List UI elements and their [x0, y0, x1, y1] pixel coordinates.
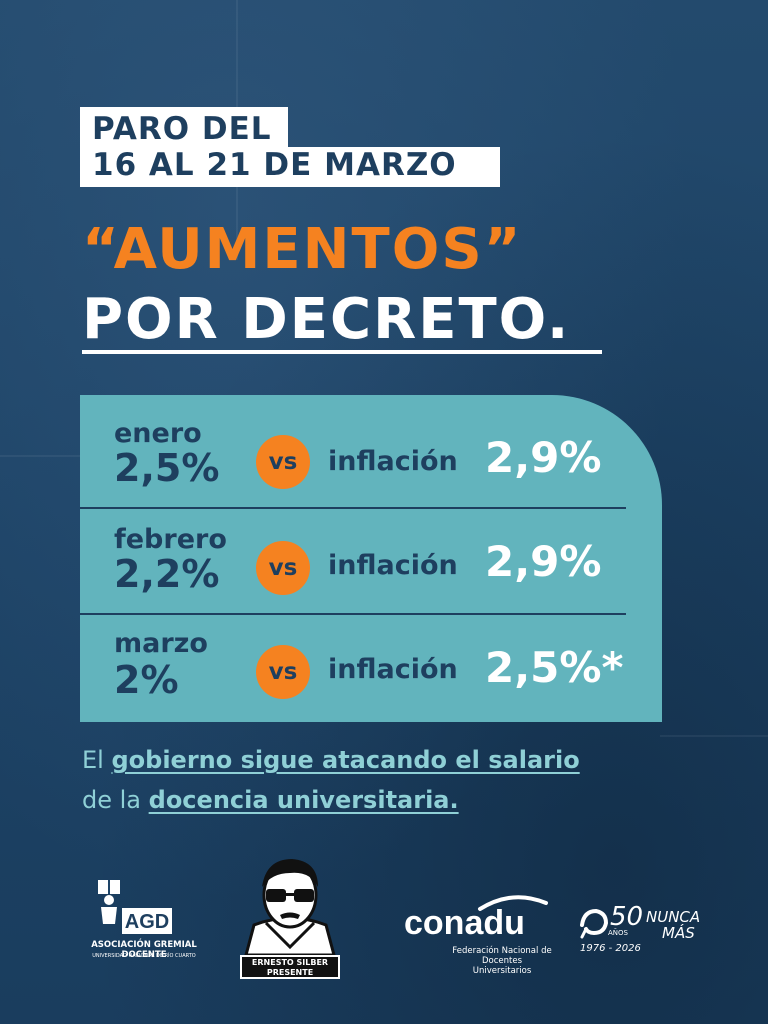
conadu-arc-icon	[478, 895, 548, 911]
nunca-mas-number: 50	[610, 902, 644, 932]
agd-figure-icon: AGD	[98, 880, 172, 934]
footer-line-2: de la docencia universitaria.	[82, 784, 459, 816]
comparison-row-enero: enero 2,5% vs inflación 2,9%	[80, 395, 626, 502]
conadu-sub-1: Federación Nacional de	[452, 946, 552, 956]
agd-name: ASOCIACIÓN GREMIAL DOCENTE	[91, 940, 197, 960]
comparison-row-marzo: marzo 2% vs inflación 2,5%*	[80, 615, 626, 722]
inflation-label: inflación	[328, 550, 458, 581]
month-label: marzo	[114, 628, 208, 659]
headline-aumentos: “AUMENTOS”	[82, 217, 523, 282]
conadu-logo: conadu Federación Nacional de Docentes U…	[404, 893, 554, 976]
comparison-row-febrero: febrero 2,2% vs inflación 2,9%	[80, 509, 626, 616]
texture-crease	[660, 735, 768, 737]
headline-underline	[82, 350, 602, 354]
footer-line-1: El gobierno sigue atacando el salario	[82, 744, 580, 776]
inflation-label: inflación	[328, 654, 458, 685]
footer-emphasis: docencia universitaria.	[148, 786, 459, 814]
month-label: febrero	[114, 524, 227, 555]
ernesto-silber-logo: ERNESTO SILBER PRESENTE	[236, 855, 344, 979]
texture-crease	[0, 455, 80, 457]
inflation-value: 2,9%	[485, 433, 602, 482]
footer-emphasis: gobierno sigue atacando el salario	[111, 746, 580, 774]
nunca-mas-nunca: NUNCA	[646, 908, 701, 926]
nunca-mas-years: 1976 - 2026	[580, 943, 641, 954]
footer-prefix: de la	[82, 786, 149, 814]
comparison-panel: enero 2,5% vs inflación 2,9% febrero 2,2…	[80, 395, 662, 722]
inflation-label: inflación	[328, 446, 458, 477]
strike-line-1: PARO DEL	[80, 107, 288, 147]
silber-presente: PRESENTE	[266, 968, 314, 977]
silber-name: ERNESTO SILBER	[251, 958, 329, 967]
headline-por-decreto: POR DECRETO.	[82, 287, 571, 352]
conadu-sub-2: Docentes Universitarios	[472, 956, 532, 976]
month-label: enero	[114, 418, 202, 449]
strike-line-2: 16 AL 21 DE MARZO	[80, 147, 500, 187]
raise-value: 2%	[114, 658, 179, 702]
nunca-mas-anos: AÑOS	[608, 929, 628, 937]
agd-logo: AGD ASOCIACIÓN GREMIAL DOCENTE UNIVERSID…	[82, 878, 202, 970]
vs-badge: vs	[256, 541, 310, 595]
row-divider	[80, 613, 626, 615]
nunca-mas-logo: 50 AÑOS NUNCA MÁS 1976 - 2026	[576, 902, 700, 963]
footer-prefix: El	[82, 746, 112, 774]
strike-dates-box: PARO DEL 16 AL 21 DE MARZO	[80, 107, 500, 187]
svg-text:AGD: AGD	[125, 911, 169, 933]
silber-label-box: ERNESTO SILBER PRESENTE	[240, 955, 340, 979]
inflation-value: 2,9%	[485, 537, 602, 586]
conadu-name: conadu	[404, 904, 525, 942]
vs-badge: vs	[256, 435, 310, 489]
portrait-icon	[244, 859, 336, 957]
nunca-mas-mas: MÁS	[662, 924, 695, 942]
row-divider	[80, 507, 626, 509]
headscarf-icon	[580, 908, 609, 939]
agd-subtitle: UNIVERSIDAD NACIONAL DE RÍO CUARTO	[92, 953, 196, 959]
inflation-value: 2,5%*	[485, 643, 624, 692]
vs-badge: vs	[256, 645, 310, 699]
raise-value: 2,5%	[114, 446, 220, 490]
raise-value: 2,2%	[114, 552, 220, 596]
